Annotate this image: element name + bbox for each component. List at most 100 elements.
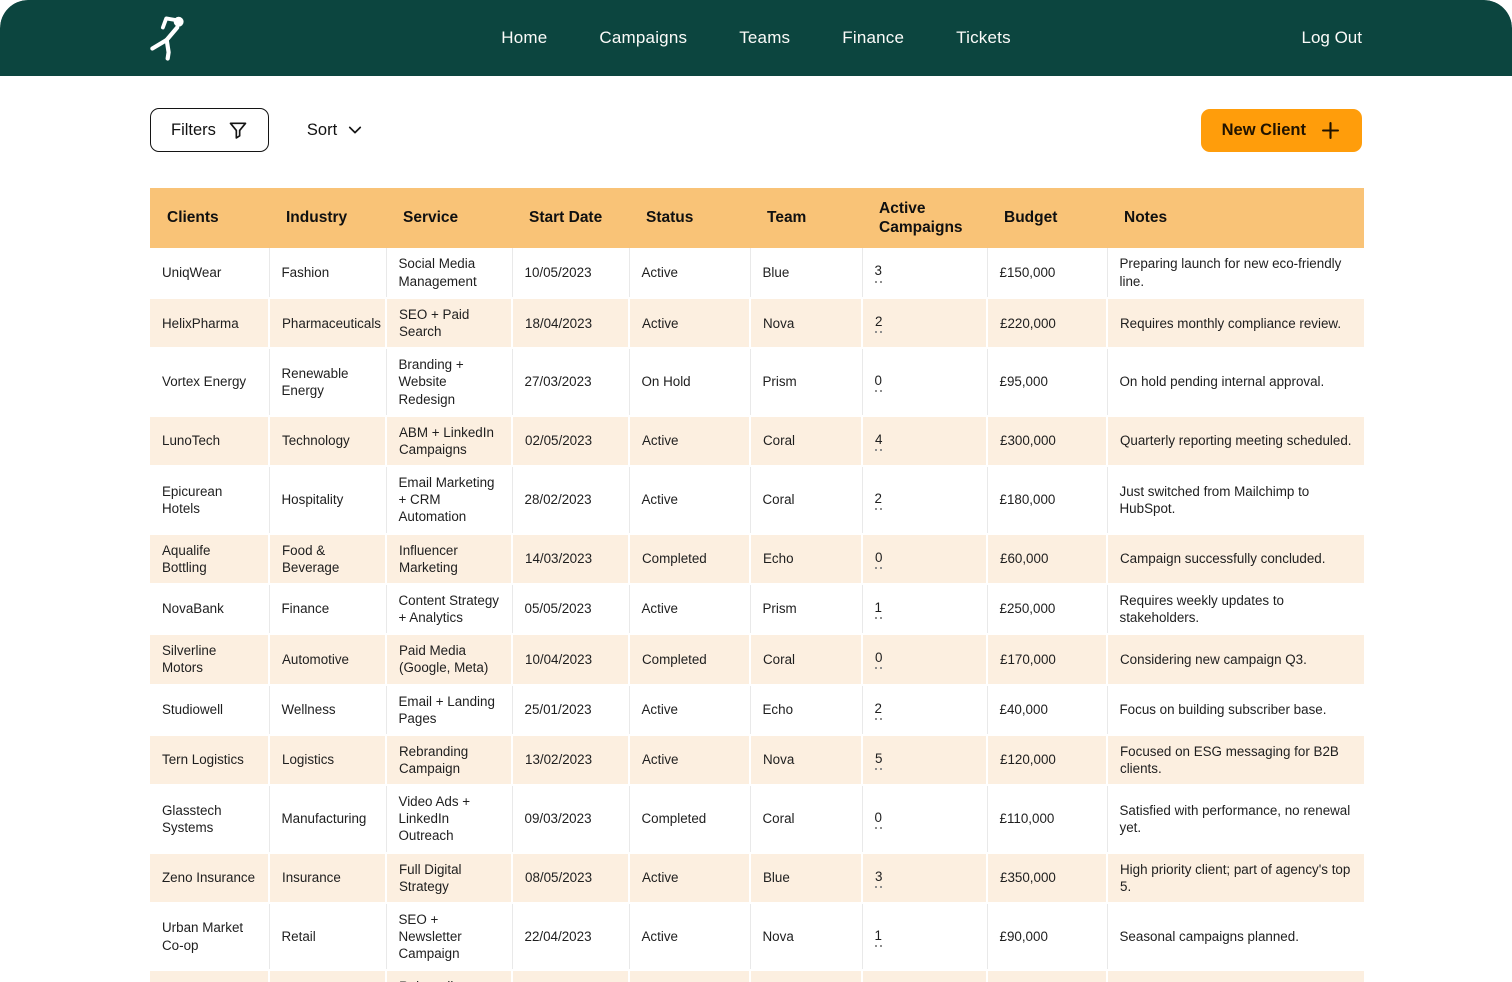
- table-row: LunoTech Technology ABM + LinkedIn Campaig…: [150, 414, 1364, 468]
- cell-start-date: 27/03/2023: [511, 348, 629, 416]
- nav-item-teams[interactable]: Teams: [739, 28, 791, 47]
- cell-service: Full Digital Strategy: [385, 851, 512, 904]
- active-campaigns-count[interactable]: 2: [875, 313, 883, 334]
- cell-client: Epicurean Hotels: [150, 466, 269, 534]
- cell-status: Active: [628, 733, 750, 787]
- cell-budget: £350,000: [986, 851, 1107, 904]
- table-header-row: Clients Industry Service Start Date Status Te…: [150, 188, 1364, 248]
- table-body: UniqWear Fashion Social Media Management 10…: [150, 248, 1364, 982]
- cell-budget: £40,000: [986, 684, 1107, 735]
- cell-status: Completed: [628, 532, 750, 585]
- cell-team: Echo: [749, 684, 862, 735]
- cell-status: Active: [628, 902, 750, 971]
- cell-notes: Focus on building subscriber base.: [1106, 684, 1364, 735]
- table-row: NovaBank Finance Content Strategy + Analyt…: [150, 583, 1364, 635]
- active-campaigns-count[interactable]: 1: [874, 927, 882, 947]
- nav-item-campaigns[interactable]: Campaigns: [599, 28, 688, 47]
- cell-start-date: 13/02/2023: [511, 733, 629, 787]
- cell-status: Active: [628, 248, 750, 298]
- cell-notes: Considering new campaign Q3.: [1106, 633, 1364, 686]
- cell-industry: Technology: [268, 414, 386, 468]
- cell-industry: Manufacturing: [268, 785, 386, 853]
- cell-status: Active: [628, 583, 750, 635]
- cell-team: Blue: [749, 851, 862, 904]
- cell-start-date: 09/03/2023: [511, 785, 629, 853]
- cell-service: Social Media Management: [385, 248, 512, 298]
- nav-menu: Home Campaigns Teams Finance Tickets: [501, 28, 1011, 48]
- cell-client: UniqWear: [150, 248, 269, 298]
- cell-start-date: 10/05/2023: [511, 248, 629, 298]
- nav-item-tickets[interactable]: Tickets: [956, 28, 1011, 47]
- cell-notes: Requires monthly compliance review.: [1106, 296, 1364, 350]
- cell-client: NovaBank: [150, 583, 269, 635]
- logout-button[interactable]: Log Out: [1301, 28, 1363, 47]
- table-row: HelixPharma Pharmaceuticals SEO + Paid Sea…: [150, 296, 1364, 350]
- cell-team: Coral: [749, 466, 862, 534]
- active-campaigns-count[interactable]: 0: [875, 649, 883, 670]
- cell-start-date: 18/04/2023: [511, 296, 629, 350]
- cell-budget: £300,000: [986, 414, 1107, 468]
- cell-client: AeroFleet: [150, 969, 269, 982]
- filters-button-label: Filters: [171, 120, 216, 139]
- cell-team: Blue: [749, 248, 862, 298]
- sort-label: Sort: [306, 120, 338, 139]
- filters-button[interactable]: Filters: [150, 108, 269, 152]
- table-row: Epicurean Hotels Hospitality Email Marketi…: [150, 466, 1364, 534]
- table-row: Silverline Motors Automotive Paid Media (G…: [150, 633, 1364, 686]
- active-campaigns-count[interactable]: 4: [875, 431, 883, 452]
- table-row: Zeno Insurance Insurance Full Digital Stra…: [150, 851, 1364, 904]
- cell-team: Echo: [749, 532, 862, 585]
- new-client-button[interactable]: New Client: [1200, 108, 1362, 152]
- cell-notes: Campaign successfully concluded.: [1106, 532, 1364, 585]
- active-campaigns-count[interactable]: 2: [874, 700, 882, 720]
- active-campaigns-count[interactable]: 2: [874, 490, 882, 510]
- active-campaigns-count[interactable]: 0: [875, 549, 883, 569]
- active-campaigns-count[interactable]: 3: [874, 262, 882, 283]
- cell-budget: £170,000: [986, 633, 1107, 686]
- cell-service: SEO + Newsletter Campaign: [385, 902, 512, 971]
- cell-status: Active: [628, 296, 750, 350]
- cell-notes: Project completed and closed.: [1106, 969, 1364, 982]
- cell-client: Glasstech Systems: [150, 785, 269, 853]
- cell-budget: £250,000: [986, 583, 1107, 635]
- plus-icon: [1320, 120, 1341, 141]
- clients-table: Clients Industry Service Start Date Status Te…: [150, 188, 1364, 982]
- active-campaigns-count[interactable]: 0: [874, 809, 882, 829]
- active-campaigns-count[interactable]: 3: [875, 868, 883, 888]
- cell-active-campaigns: 2: [861, 684, 987, 735]
- nav-item-home[interactable]: Home: [501, 28, 548, 47]
- cell-budget: £75,000: [986, 969, 1107, 982]
- brand-logo[interactable]: [150, 13, 192, 63]
- cell-budget: £110,000: [986, 785, 1107, 853]
- cell-team: Coral: [749, 785, 862, 853]
- cell-service: Video Ads + LinkedIn Outreach: [385, 785, 512, 853]
- cell-status: Active: [628, 414, 750, 468]
- cell-status: Completed: [628, 785, 750, 853]
- cell-team: Coral: [749, 414, 862, 468]
- column-header-budget: Budget: [987, 188, 1107, 248]
- active-campaigns-count[interactable]: 0: [874, 372, 882, 393]
- cell-client: Zeno Insurance: [150, 851, 269, 904]
- cell-budget: £120,000: [986, 733, 1107, 787]
- column-header-start-date: Start Date: [512, 188, 629, 248]
- cell-status: Completed: [628, 633, 750, 686]
- top-nav: Home Campaigns Teams Finance Tickets Log Out: [0, 0, 1512, 76]
- cell-client: Tern Logistics: [150, 733, 269, 787]
- cell-budget: £220,000: [986, 296, 1107, 350]
- cell-active-campaigns: 0: [861, 969, 987, 982]
- cell-industry: Automotive: [268, 633, 386, 686]
- active-campaigns-count[interactable]: 1: [874, 599, 882, 620]
- cell-notes: Preparing launch for new eco-friendly li…: [1106, 248, 1364, 298]
- nav-item-finance[interactable]: Finance: [842, 28, 905, 47]
- cell-active-campaigns: 1: [861, 902, 987, 971]
- cell-status: Active: [628, 851, 750, 904]
- cell-service: Email + Landing Pages: [385, 684, 512, 735]
- cell-start-date: 22/04/2023: [511, 902, 629, 971]
- cell-active-campaigns: 4: [861, 414, 987, 468]
- sort-control[interactable]: Sort: [307, 121, 364, 140]
- cell-service: Rebranding + Press Outreach: [385, 969, 512, 982]
- cell-service: Influencer Marketing: [385, 532, 512, 585]
- active-campaigns-count[interactable]: 5: [875, 750, 883, 771]
- cell-industry: Insurance: [268, 851, 386, 904]
